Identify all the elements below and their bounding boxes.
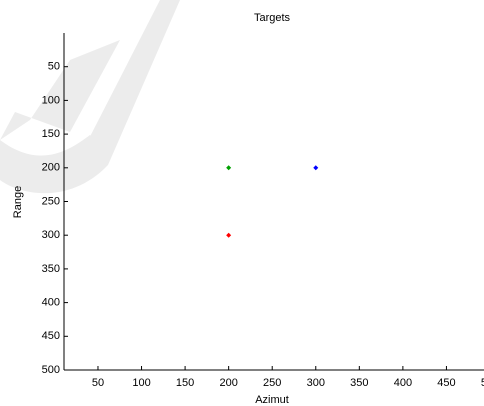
y-tick-label: 450 [42, 330, 60, 342]
y-tick-label: 500 [42, 364, 60, 376]
watermark [0, 0, 180, 165]
y-tick-label: 50 [48, 61, 60, 73]
y-axis-label: Range [12, 186, 24, 218]
point [226, 165, 232, 171]
y-tick-label: 250 [42, 195, 60, 207]
x-tick-label: 150 [176, 377, 194, 389]
point [226, 232, 232, 238]
chart-title: Targets [254, 12, 291, 24]
x-tick-label: 300 [307, 377, 325, 389]
y-tick-label: 150 [42, 128, 60, 140]
y-tick-label: 200 [42, 162, 60, 174]
x-tick-label: 400 [394, 377, 412, 389]
y-tick-label: 300 [42, 229, 60, 241]
x-tick-label: 100 [132, 377, 150, 389]
x-tick-label: 350 [350, 377, 368, 389]
x-axis-label: Azimut [255, 394, 289, 406]
y-tick-label: 350 [42, 263, 60, 275]
watermark [0, 135, 108, 194]
x-tick-label: 450 [437, 377, 455, 389]
x-tick-label: 200 [219, 377, 237, 389]
x-tick-label: 250 [263, 377, 281, 389]
x-tick-label: 500 [481, 377, 484, 389]
point [313, 165, 319, 171]
y-tick-label: 400 [42, 297, 60, 309]
y-tick-label: 100 [42, 94, 60, 106]
x-tick-label: 50 [92, 377, 104, 389]
